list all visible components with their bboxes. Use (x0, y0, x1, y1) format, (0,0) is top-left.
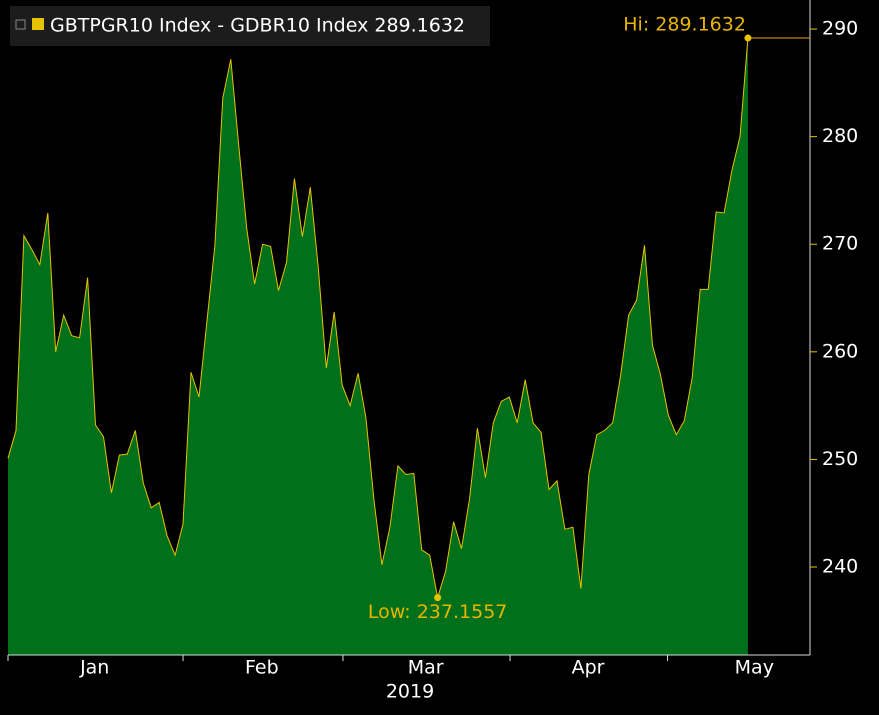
legend-swatch (32, 18, 44, 30)
y-tick-label: 280 (822, 125, 858, 147)
hi-label: Hi: 289.1632 (623, 14, 746, 36)
legend-text: GBTPGR10 Index - GDBR10 Index 289.1632 (50, 15, 465, 37)
legend-box (10, 6, 490, 46)
area-fill (8, 38, 748, 656)
low-dot (434, 594, 442, 602)
x-tick-label: Apr (572, 657, 605, 679)
y-tick-label: 240 (822, 555, 858, 577)
low-label: Low: 237.1557 (368, 601, 507, 623)
y-tick-label: 290 (822, 18, 858, 40)
y-tick-label: 250 (822, 448, 858, 470)
y-tick-label: 270 (822, 233, 858, 255)
x-tick-label: Jan (79, 657, 109, 679)
legend-toggle[interactable] (15, 19, 26, 30)
y-tick-label: 260 (822, 340, 858, 362)
x-tick-label: May (735, 657, 774, 679)
x-tick-label: Feb (245, 657, 279, 679)
x-axis-title: 2019 (386, 681, 434, 703)
x-tick-label: Mar (408, 657, 444, 679)
area-line (7, 38, 749, 598)
hi-dot (744, 34, 752, 42)
